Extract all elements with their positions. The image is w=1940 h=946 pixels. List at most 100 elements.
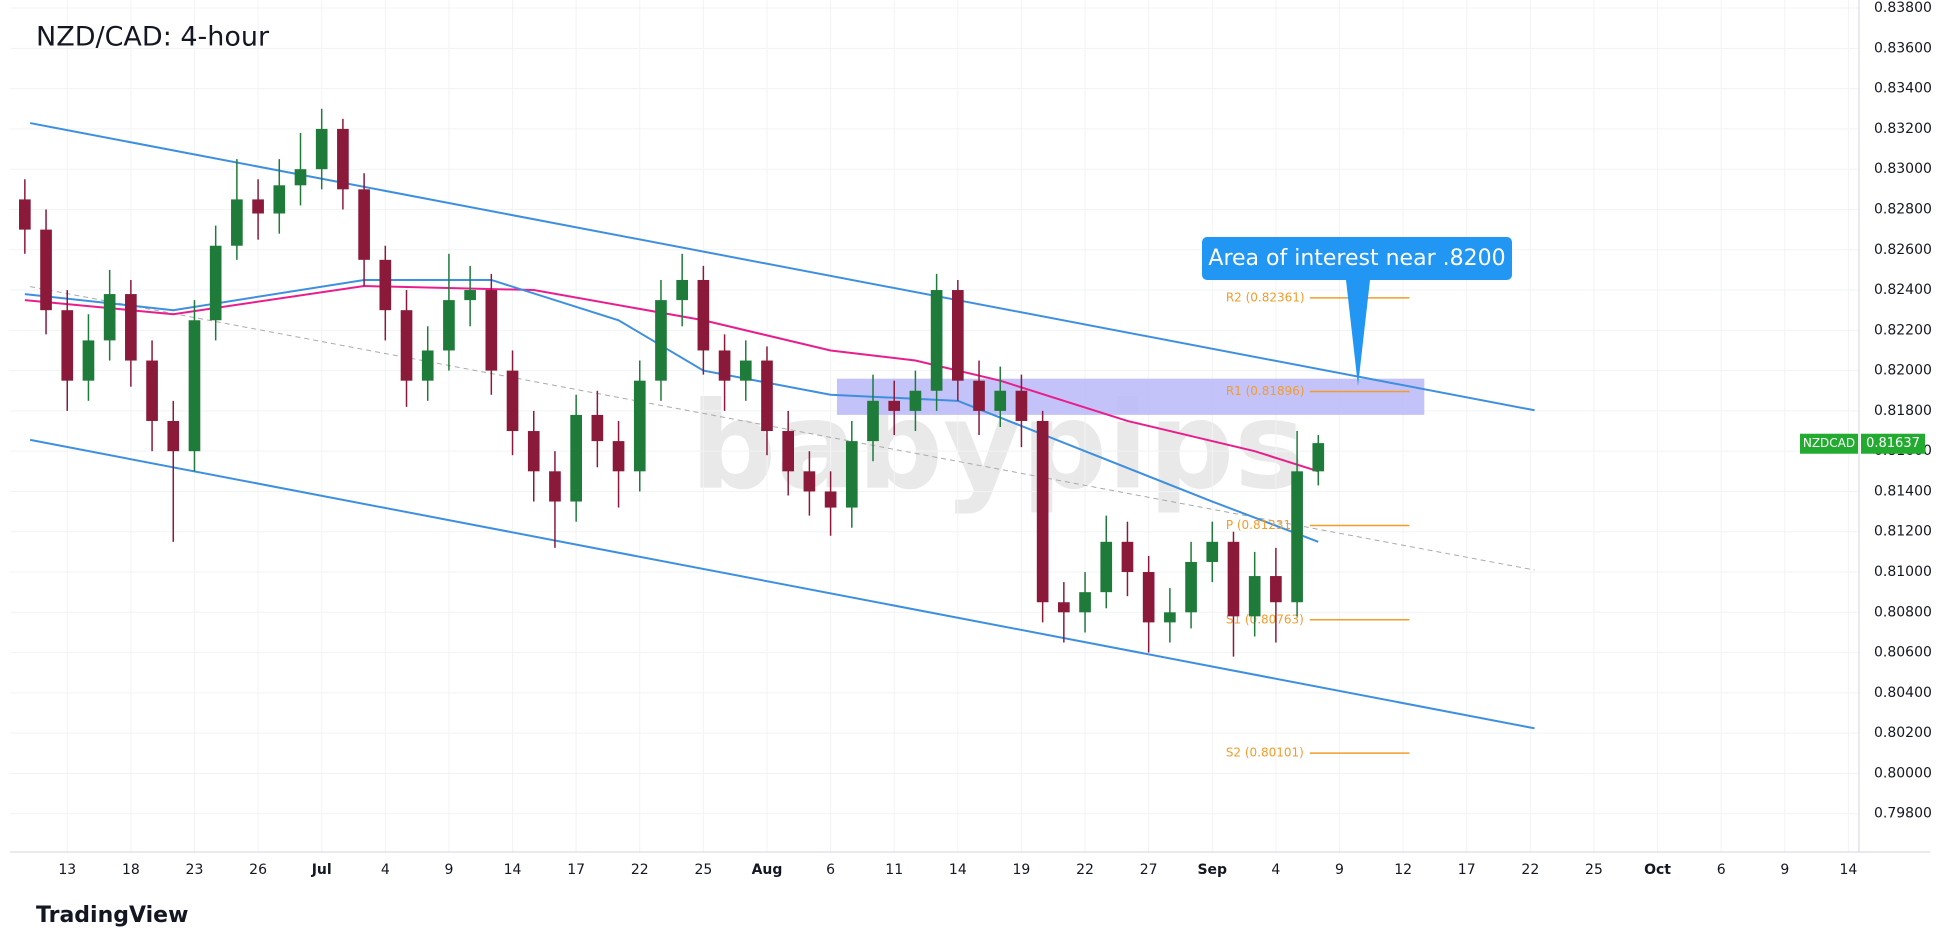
- candle-body: [549, 471, 561, 502]
- candle-body: [400, 310, 413, 381]
- symbol-tag: [1800, 433, 1858, 454]
- candle-body: [782, 431, 795, 472]
- plot: R2 (0.82361) R1 (0.81896) P (0.81231) S1 (0…: [10, 0, 1859, 852]
- candle-body: [315, 128, 328, 170]
- y-tick-label: 0.80200: [1874, 725, 1932, 741]
- x-tick-label: 12: [1394, 862, 1412, 878]
- annotation-box: [1202, 237, 1512, 280]
- x-tick-label: 4: [1271, 862, 1280, 878]
- y-tick-label: 0.80800: [1874, 604, 1932, 620]
- price-tag: [1861, 433, 1925, 454]
- pivot-label: R2 (0.82361): [1226, 290, 1305, 304]
- x-tick-label: 13: [58, 862, 76, 878]
- y-tick-label: 0.80400: [1874, 685, 1932, 701]
- candle-body: [1100, 541, 1113, 593]
- annotation-text: Area of interest near .8200: [1208, 246, 1505, 271]
- y-tick-label: 0.80000: [1874, 765, 1932, 781]
- symbol-label: NZDCAD: [1803, 436, 1855, 450]
- x-tick-label: 26: [249, 862, 267, 878]
- x-tick-label: 14: [504, 862, 522, 878]
- y-tick-label: 0.82400: [1874, 282, 1932, 298]
- x-tick-label: 6: [826, 862, 835, 878]
- x-tick-label: 9: [444, 862, 453, 878]
- candle-body: [1015, 390, 1028, 421]
- x-tick-label: 25: [694, 862, 712, 878]
- candle-body: [40, 229, 52, 311]
- candle-body: [591, 414, 604, 442]
- candle-body: [803, 471, 816, 492]
- x-tick-label: 4: [381, 862, 390, 878]
- candle-body: [676, 279, 689, 301]
- candle-body: [739, 360, 752, 381]
- y-tick-label: 0.82600: [1874, 242, 1932, 258]
- y-tick-label: 0.83400: [1874, 81, 1932, 97]
- candle-body: [1248, 576, 1261, 617]
- y-tick-label: 0.81000: [1874, 564, 1932, 580]
- candle-body: [570, 414, 582, 502]
- candle-body: [443, 300, 455, 351]
- candle-body: [930, 290, 943, 391]
- candle-body: [358, 189, 370, 260]
- x-tick-label: 6: [1717, 862, 1726, 878]
- candle-body: [1291, 471, 1303, 603]
- pivot-label: S1 (0.80763): [1226, 612, 1304, 626]
- candle-body: [379, 259, 392, 311]
- x-tick-label: 18: [122, 862, 140, 878]
- candle-body: [1185, 561, 1197, 613]
- candle-body: [655, 300, 667, 381]
- chart-title: NZD/CAD: 4-hour: [36, 22, 270, 53]
- x-tick-label: 14: [949, 862, 967, 878]
- candle-body: [1312, 443, 1325, 472]
- candle-body: [951, 290, 964, 381]
- candle-body: [1058, 602, 1070, 613]
- candle-body: [421, 350, 434, 381]
- trendline: [29, 438, 1535, 730]
- x-tick-label: 23: [186, 862, 204, 878]
- candle-body: [506, 370, 519, 432]
- x-tick-label: 22: [631, 862, 649, 878]
- annotation-pointer: [1346, 280, 1370, 386]
- y-tick-label: 0.81800: [1874, 403, 1932, 419]
- candle-body: [337, 128, 349, 190]
- y-tick-label: 0.82000: [1874, 363, 1932, 379]
- candle-body: [1227, 541, 1240, 617]
- candle-body: [1036, 420, 1049, 603]
- candle-body: [231, 199, 243, 246]
- candle-body: [1206, 541, 1219, 562]
- x-tick-label: 19: [1013, 862, 1031, 878]
- candle-body: [909, 390, 922, 411]
- x-tick-label: 17: [567, 862, 585, 878]
- trendline: [30, 286, 1535, 571]
- x-tick-label: 9: [1335, 862, 1344, 878]
- candle-body: [125, 294, 137, 361]
- candle-body: [888, 400, 901, 411]
- candle-body: [633, 380, 646, 472]
- candle-body: [82, 340, 95, 381]
- candle-body: [103, 294, 116, 341]
- brand: TradingView: [36, 903, 188, 928]
- trendline: [29, 122, 1535, 412]
- candle-body: [252, 199, 264, 214]
- x-tick-label: 25: [1585, 862, 1603, 878]
- candle-body: [867, 400, 879, 442]
- x-tick-label: 22: [1521, 862, 1539, 878]
- candle-body: [209, 245, 222, 321]
- x-tick-label: 22: [1076, 862, 1094, 878]
- candle-body: [845, 441, 858, 508]
- pivot-label: P (0.81231): [1226, 518, 1296, 532]
- y-tick-label: 0.82800: [1874, 201, 1932, 217]
- candle-body: [697, 279, 710, 351]
- x-tick-label: Oct: [1644, 862, 1671, 878]
- x-tick-label: Aug: [752, 862, 783, 878]
- y-tick-label: 0.83600: [1874, 40, 1932, 56]
- y-tick-label: 0.81400: [1874, 483, 1932, 499]
- candle-body: [973, 380, 985, 411]
- candle-body: [19, 199, 31, 230]
- candle-body: [294, 169, 307, 186]
- x-tick-label: 9: [1780, 862, 1789, 878]
- x-tick-label: 14: [1839, 862, 1857, 878]
- x-tick-label: 27: [1140, 862, 1158, 878]
- y-tick-label: 0.81200: [1874, 524, 1932, 540]
